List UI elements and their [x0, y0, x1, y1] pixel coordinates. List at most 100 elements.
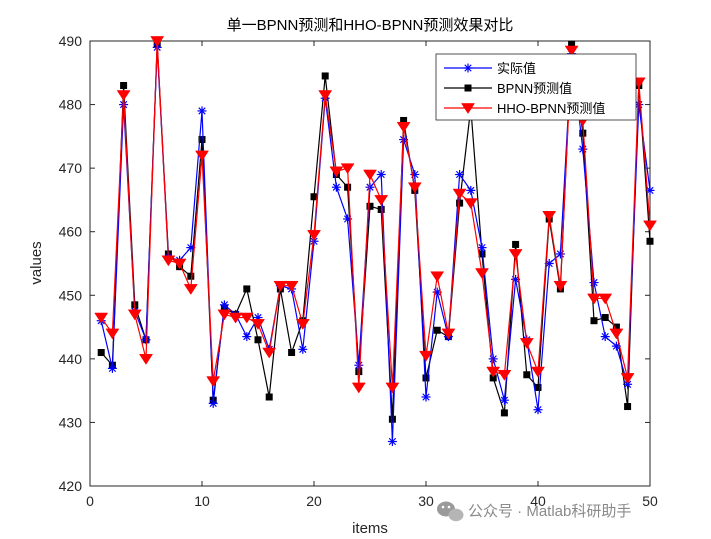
watermark: 公众号 · Matlab科研助手	[437, 501, 631, 522]
data-point	[183, 284, 198, 295]
data-point	[488, 354, 498, 364]
data-point	[94, 312, 109, 324]
y-tick-label: 460	[59, 224, 83, 240]
data-point	[105, 328, 120, 340]
data-point	[107, 363, 117, 373]
data-point	[228, 312, 243, 324]
data-point	[512, 240, 520, 248]
data-point	[120, 82, 128, 89]
data-point	[329, 166, 344, 178]
data-point	[477, 243, 487, 253]
legend-marker	[461, 103, 475, 114]
data-point	[217, 309, 232, 321]
data-point	[587, 293, 601, 305]
data-point	[208, 398, 218, 408]
data-point	[310, 193, 318, 201]
data-point	[620, 373, 635, 384]
data-point	[387, 437, 397, 446]
data-point	[555, 249, 565, 259]
legend-marker	[463, 63, 473, 73]
data-point	[589, 278, 599, 288]
data-point	[150, 36, 165, 47]
data-point	[318, 90, 333, 102]
data-point	[295, 319, 310, 330]
data-point	[475, 268, 489, 280]
data-point	[643, 220, 657, 232]
data-point	[139, 354, 153, 365]
data-point	[161, 255, 176, 267]
data-point	[388, 415, 396, 423]
y-tick-label: 420	[59, 478, 83, 494]
x-tick-label: 50	[642, 493, 658, 509]
legend-label: HHO-BPNN预测值	[497, 101, 605, 116]
y-tick-label: 480	[59, 97, 83, 113]
legend-entry: BPNN预测值	[444, 81, 572, 96]
data-point	[262, 347, 277, 359]
data-point	[254, 336, 262, 344]
data-point	[331, 182, 341, 192]
data-point	[590, 317, 598, 325]
data-point	[533, 405, 543, 415]
data-point	[374, 195, 389, 206]
data-point	[568, 40, 576, 48]
data-point	[441, 328, 456, 340]
y-tick-label: 470	[59, 160, 83, 176]
data-point	[340, 163, 355, 175]
data-point	[421, 392, 431, 402]
data-point	[127, 309, 142, 321]
data-point	[497, 369, 512, 381]
legend-label: BPNN预测值	[497, 81, 572, 96]
data-point	[197, 106, 207, 116]
data-point	[531, 366, 545, 378]
data-point	[195, 150, 209, 162]
data-point	[242, 332, 252, 342]
data-point	[598, 293, 613, 305]
data-point	[578, 144, 588, 154]
data-point	[489, 374, 497, 382]
x-tick-label: 10	[194, 493, 210, 509]
data-point	[198, 136, 206, 144]
y-axis-ticks: 420 430 440 450 460 470 480 490	[59, 33, 650, 494]
data-point	[519, 338, 534, 349]
data-point	[172, 258, 187, 270]
legend-marker	[464, 84, 472, 92]
y-tick-label: 490	[59, 33, 83, 49]
data-point	[97, 349, 105, 356]
data-point	[351, 382, 366, 394]
data-point	[422, 374, 430, 382]
data-point	[344, 183, 352, 191]
data-point	[206, 376, 221, 388]
data-point	[466, 185, 476, 195]
data-point	[463, 198, 478, 210]
data-point	[542, 211, 557, 222]
x-tick-label: 0	[86, 493, 94, 509]
data-point	[288, 349, 296, 356]
watermark-text: 公众号 · Matlab科研助手	[468, 503, 631, 520]
data-point	[600, 332, 610, 342]
data-point	[219, 300, 229, 310]
y-tick-label: 430	[59, 414, 83, 430]
data-point	[601, 314, 609, 322]
series-layer	[94, 36, 657, 446]
data-point	[534, 383, 542, 391]
legend-entry: 实际值	[444, 61, 536, 76]
data-point	[376, 170, 386, 179]
data-point	[354, 360, 364, 370]
x-tick-label: 40	[530, 493, 546, 509]
data-point	[544, 259, 554, 268]
data-point	[243, 285, 251, 293]
data-point	[553, 280, 568, 292]
data-point	[407, 182, 422, 194]
chart-title: 单一BPNN预测和HHO-BPNN预测效果对比	[227, 17, 514, 34]
data-point	[366, 202, 374, 210]
y-tick-label: 440	[59, 351, 83, 367]
data-point	[499, 395, 509, 405]
data-point	[419, 350, 433, 362]
data-point	[116, 90, 131, 102]
y-tick-label: 450	[59, 287, 83, 303]
data-point	[396, 122, 411, 133]
data-point	[455, 170, 465, 179]
data-point	[579, 129, 587, 137]
data-point	[564, 45, 579, 57]
data-point	[456, 199, 464, 207]
